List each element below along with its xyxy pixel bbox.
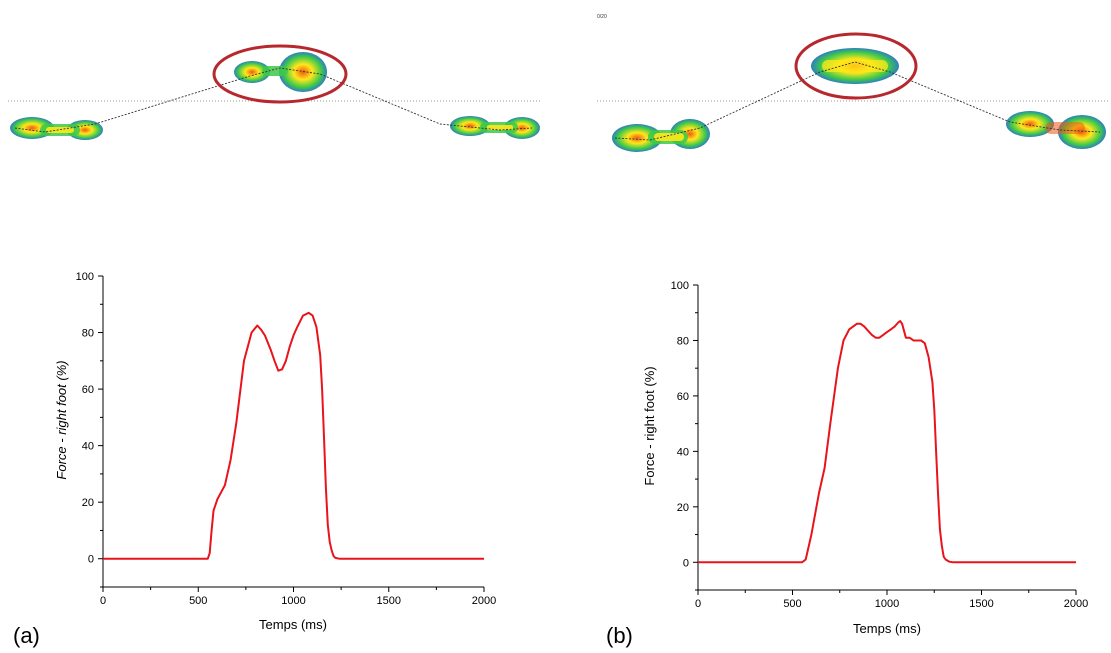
chart-a-ticks: 0 500 1000 1500 2000 0 20 40 60 80 100 <box>76 271 497 607</box>
chart-a-x-tick-label: 2000 <box>472 595 496 607</box>
chart-a-x-tick-label: 1500 <box>377 595 401 607</box>
chart-b-y-tick-label: 80 <box>677 335 689 347</box>
chart-b-y-tick-label: 20 <box>677 502 689 514</box>
chart-a-x-tick-label: 1000 <box>281 595 305 607</box>
cop-trajectory-b <box>614 61 1101 141</box>
chart-a-y-tick-label: 0 <box>88 554 94 566</box>
footprint-center-a <box>234 52 327 92</box>
chart-a-y-axis-title: Force - right foot (%) <box>54 360 69 479</box>
footprint-center-b <box>811 48 899 84</box>
chart-b-y-tick-label: 60 <box>677 391 689 403</box>
chart-b-x-tick-label: 2000 <box>1064 598 1088 610</box>
chart-a-y-tick-label: 100 <box>76 271 94 283</box>
highlight-ellipse-a <box>212 44 348 104</box>
chart-a-x-axis-title: Temps (ms) <box>259 617 327 632</box>
chart-b-y-tick-label: 100 <box>671 280 689 292</box>
chart-a-y-tick-label: 40 <box>82 441 94 453</box>
chart-b-axes <box>697 285 1076 591</box>
chart-b-x-axis-title: Temps (ms) <box>853 621 921 636</box>
chart-b-ticks: 0 500 1000 1500 2000 0 20 40 60 80 100 <box>671 280 1089 610</box>
corner-mark-b: 0/20 <box>597 14 607 20</box>
chart-b-y-tick-label: 0 <box>683 557 689 569</box>
chart-b-y-axis-title: Force - right foot (%) <box>642 366 657 485</box>
chart-a-x-tick-label: 500 <box>189 595 207 607</box>
footprint-panel-b: 0/20 <box>597 14 1110 152</box>
footprint-left-b <box>612 119 710 152</box>
chart-a-x-tick-label: 0 <box>100 595 106 607</box>
chart-b-x-tick-label: 0 <box>695 598 701 610</box>
footprint-left-a <box>10 117 103 140</box>
chart-a-axes <box>102 276 484 588</box>
chart-a-y-tick-label: 60 <box>82 384 94 396</box>
chart-b-plot <box>698 320 1076 564</box>
panel-label-b: (b) <box>606 623 633 648</box>
chart-b-x-tick-label: 500 <box>783 598 801 610</box>
chart-a-force-curve <box>103 311 484 560</box>
chart-a-plot <box>103 311 484 560</box>
highlight-ellipse-b <box>794 32 918 100</box>
chart-b-x-tick-label: 1000 <box>875 598 899 610</box>
panel-label-a: (a) <box>13 623 40 648</box>
cop-trajectory-a <box>14 67 533 133</box>
chart-a-y-tick-label: 80 <box>82 328 94 340</box>
footprint-right-a <box>450 116 540 139</box>
chart-b-force-curve <box>698 320 1076 564</box>
chart-b-x-tick-label: 1500 <box>969 598 993 610</box>
chart-a-y-tick-label: 20 <box>82 497 94 509</box>
footprint-right-b <box>1006 111 1106 149</box>
footprint-panel-a <box>8 44 541 140</box>
chart-b-y-tick-label: 40 <box>677 446 689 458</box>
